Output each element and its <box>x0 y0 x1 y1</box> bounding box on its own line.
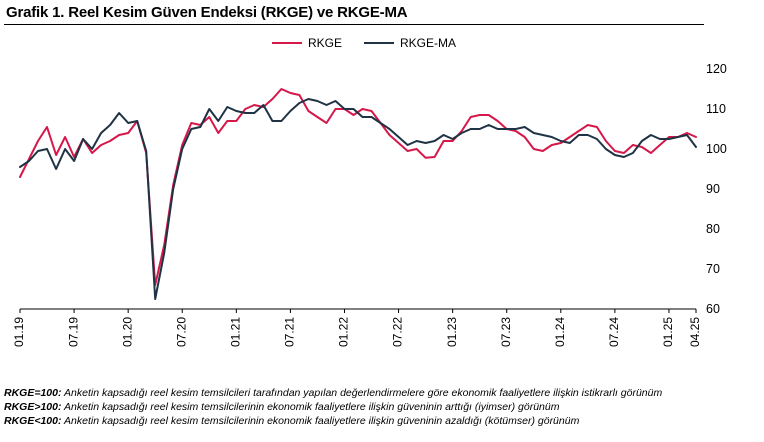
y-tick-label: 60 <box>706 302 720 316</box>
y-tick-label: 120 <box>706 62 727 76</box>
chart-title: Grafik 1. Reel Kesim Güven Endeksi (RKGE… <box>6 4 408 21</box>
note-key: RKGE=100: <box>4 387 62 399</box>
note-text: Anketin kapsadığı reel kesim temsilciler… <box>61 415 580 427</box>
y-tick-label: 70 <box>706 262 720 276</box>
x-tick-label: 07.22 <box>391 317 405 347</box>
note-text: Anketin kapsadığı reel kesim temsilciler… <box>61 401 560 413</box>
series-line-rkge <box>19 88 697 286</box>
note-line: RKGE<100: Anketin kapsadığı reel kesim t… <box>4 414 662 428</box>
y-tick-label: 100 <box>706 142 727 156</box>
x-tick-label: 07.20 <box>174 317 188 347</box>
legend-item-rkge-ma: RKGE-MA <box>364 36 456 50</box>
x-tick-label: 01.20 <box>120 317 134 347</box>
chart-notes: RKGE=100: Anketin kapsadığı reel kesim t… <box>4 386 662 428</box>
series-line-rkge-ma <box>19 98 697 300</box>
note-key: RKGE<100: <box>4 415 62 427</box>
y-tick-label: 110 <box>706 102 726 116</box>
x-tick-label: 07.24 <box>607 317 621 347</box>
legend-item-rkge: RKGE <box>272 36 342 50</box>
x-tick-label: 01.25 <box>661 317 675 347</box>
x-tick-label: 01.21 <box>228 317 242 347</box>
legend-label-rkge-ma: RKGE-MA <box>400 36 457 50</box>
note-text: Anketin kapsadığı reel kesim temsilciler… <box>61 387 663 399</box>
title-underline <box>4 24 704 25</box>
note-key: RKGE>100: <box>4 401 62 413</box>
note-line: RKGE>100: Anketin kapsadığı reel kesim t… <box>4 400 662 414</box>
chart-legend: RKGE RKGE-MA <box>272 36 478 50</box>
x-tick-label: 07.21 <box>283 317 297 347</box>
x-tick-label: 04.25 <box>688 317 702 347</box>
legend-swatch-rkge <box>272 42 302 44</box>
x-tick-label: 01.19 <box>12 317 26 347</box>
legend-label-rkge: RKGE <box>308 36 343 50</box>
x-tick-label: 01.24 <box>553 317 567 347</box>
x-tick-label: 07.19 <box>66 317 80 347</box>
y-tick-label: 80 <box>706 222 720 236</box>
x-tick-label: 01.23 <box>445 317 459 347</box>
legend-swatch-rkge-ma <box>364 42 395 44</box>
note-line: RKGE=100: Anketin kapsadığı reel kesim t… <box>4 386 662 400</box>
x-tick-label: 07.23 <box>499 317 513 347</box>
y-tick-label: 90 <box>706 182 720 196</box>
x-tick-label: 01.22 <box>337 317 351 347</box>
